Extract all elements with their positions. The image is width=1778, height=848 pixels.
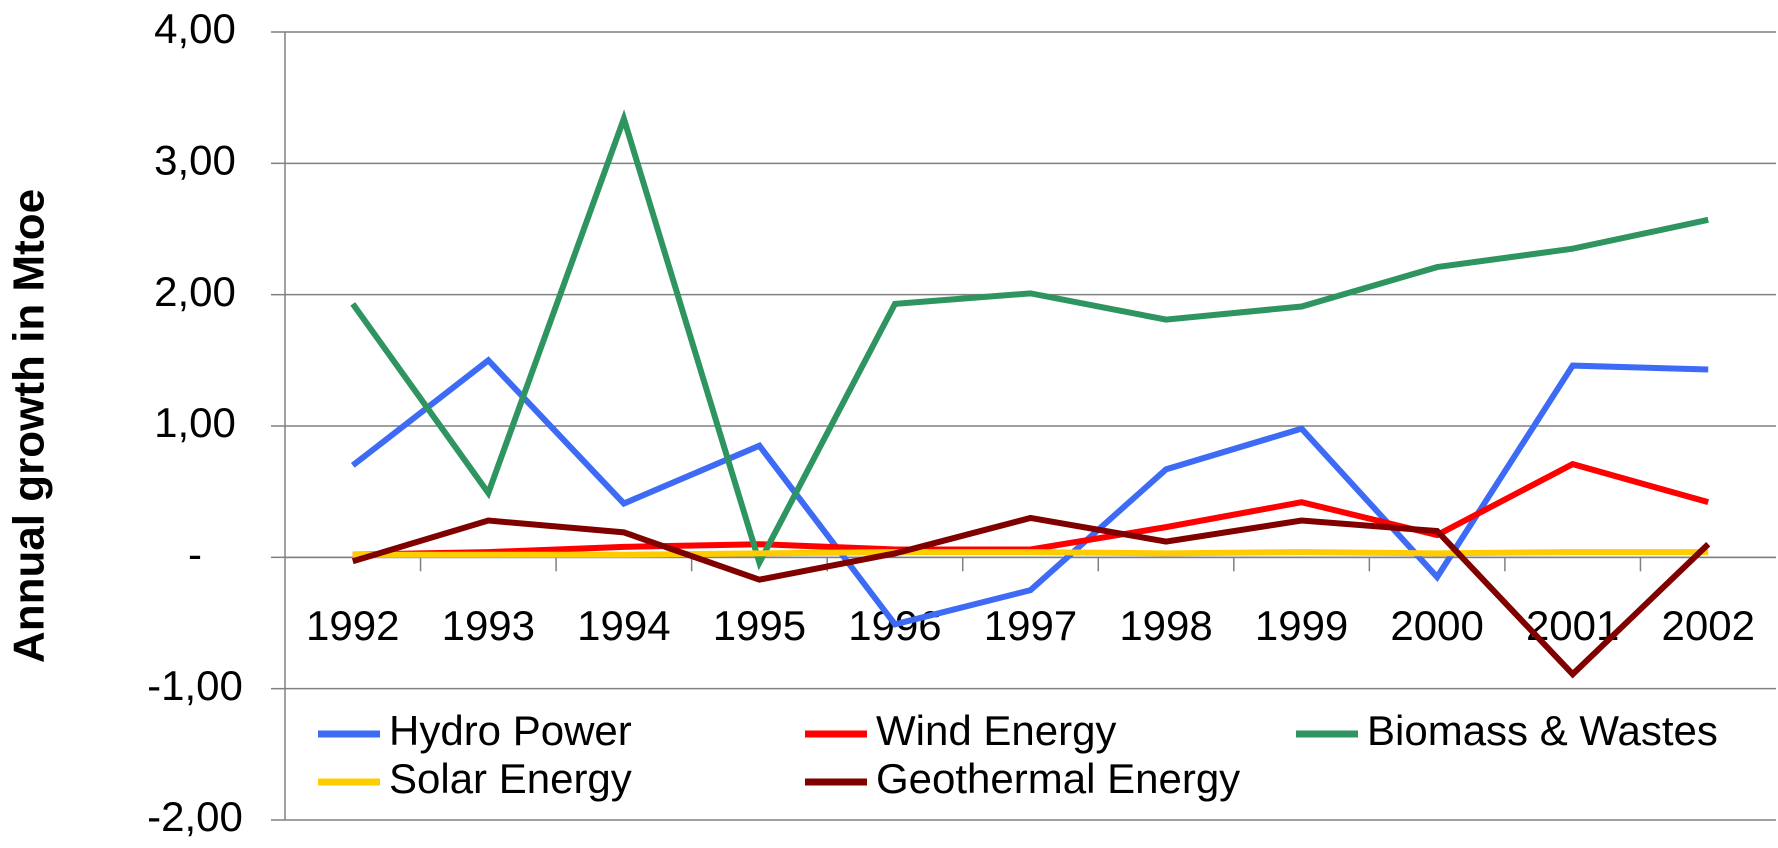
series-line <box>352 460 1710 558</box>
legend-label: Wind Energy <box>876 707 1116 754</box>
x-tick-label: 2000 <box>1390 602 1483 649</box>
x-tick-label: 2002 <box>1662 602 1755 649</box>
x-tick-label: 1997 <box>984 602 1077 649</box>
legend-label: Geothermal Energy <box>876 755 1240 802</box>
legend-label: Biomass & Wastes <box>1367 707 1718 754</box>
y-tick-label: -2,00 <box>147 793 243 840</box>
y-tick-label: 4,00 <box>154 5 236 52</box>
series-line <box>352 549 1709 558</box>
y-tick-label: 3,00 <box>154 136 236 183</box>
legend-label: Solar Energy <box>389 755 632 802</box>
y-tick-label: -1,00 <box>147 662 243 709</box>
series-line <box>350 356 1709 628</box>
x-tick-label: 1999 <box>1255 602 1348 649</box>
y-tick-label: 2,00 <box>154 268 236 315</box>
y-axis-title: Annual growth in Mtoe <box>5 189 54 663</box>
y-tick-label: - <box>188 530 202 577</box>
series-line <box>350 109 1709 571</box>
legend-label: Hydro Power <box>389 707 632 754</box>
y-tick-label: 1,00 <box>154 399 236 446</box>
x-tick-label: 1994 <box>577 602 670 649</box>
series-line <box>351 514 1711 679</box>
x-tick-label: 1993 <box>442 602 535 649</box>
x-tick-label: 1995 <box>713 602 806 649</box>
x-tick-label: 1998 <box>1119 602 1212 649</box>
x-tick-label: 1992 <box>306 602 399 649</box>
